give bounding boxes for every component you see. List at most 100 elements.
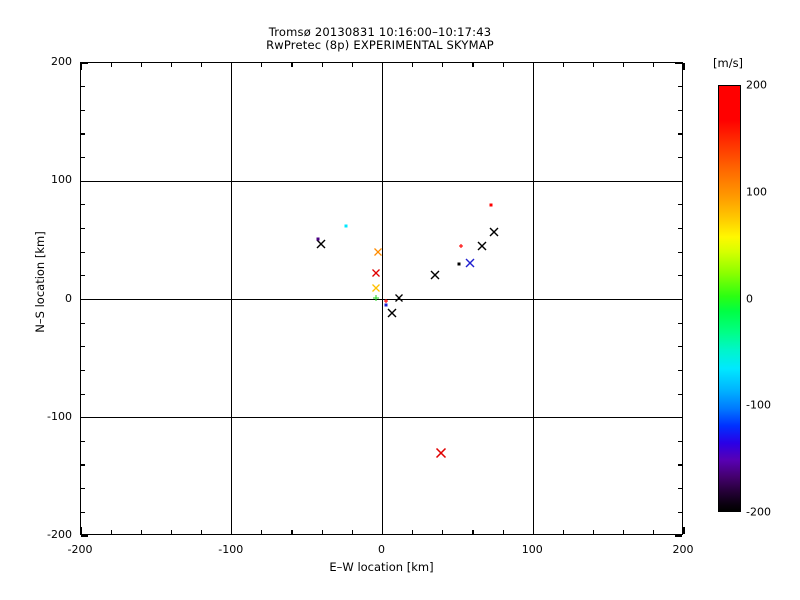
data-point bbox=[383, 298, 388, 303]
y-tick-160 bbox=[81, 109, 85, 111]
x-tick-top--80 bbox=[261, 63, 263, 67]
y-tick-label--100: -100 bbox=[47, 409, 72, 423]
x-tick--60 bbox=[291, 530, 293, 534]
y-tick-right--140 bbox=[678, 464, 682, 466]
data-point bbox=[395, 294, 404, 303]
data-point bbox=[373, 248, 382, 257]
y-tick-right-100 bbox=[675, 180, 682, 182]
x-tick-0 bbox=[381, 527, 384, 534]
y-tick-right--200 bbox=[675, 535, 682, 537]
x-tick-top--40 bbox=[321, 63, 323, 67]
y-tick-right--120 bbox=[678, 440, 682, 442]
x-tick--120 bbox=[201, 530, 203, 534]
data-point bbox=[372, 283, 381, 292]
y-tick-right-60 bbox=[678, 227, 682, 230]
x-tick-180 bbox=[653, 530, 655, 534]
x-tick-top-40 bbox=[442, 63, 444, 67]
x-tick-top-200 bbox=[683, 63, 685, 70]
colorbar-gradient bbox=[718, 85, 741, 512]
y-tick-right-160 bbox=[678, 109, 682, 111]
x-tick--80 bbox=[261, 530, 263, 534]
y-tick-label--200: -200 bbox=[47, 528, 72, 541]
y-tick--40 bbox=[81, 346, 85, 348]
x-tick-top-100 bbox=[532, 63, 534, 70]
x-tick-top--140 bbox=[170, 63, 173, 67]
x-tick-top-160 bbox=[623, 63, 625, 67]
y-axis-title: N–S location [km] bbox=[33, 231, 47, 333]
x-tick--180 bbox=[110, 530, 112, 534]
x-tick-160 bbox=[623, 530, 625, 534]
y-tick-right-0 bbox=[675, 298, 682, 301]
y-tick-right-180 bbox=[678, 86, 682, 88]
data-point bbox=[457, 262, 461, 266]
colorbar: 200 100 0 -100 -200 bbox=[718, 79, 771, 519]
y-tick-120 bbox=[81, 157, 85, 159]
y-tick-label-0: 0 bbox=[65, 291, 72, 305]
x-tick-120 bbox=[562, 530, 564, 534]
x-tick-top--60 bbox=[291, 63, 293, 67]
x-axis-title: E–W location [km] bbox=[329, 560, 434, 574]
y-tick-right--80 bbox=[678, 393, 682, 395]
x-tick-20 bbox=[412, 530, 414, 534]
colorbar-tick-200: 200 bbox=[746, 78, 767, 92]
title-line-2: RwPretec (8p) EXPERIMENTAL SKYMAP bbox=[266, 38, 494, 52]
y-tick-100 bbox=[81, 180, 88, 182]
colorbar-tick--200: -200 bbox=[746, 505, 771, 519]
y-tick-right-140 bbox=[678, 133, 682, 135]
y-tick--200 bbox=[81, 535, 88, 537]
y-tick-60 bbox=[81, 227, 85, 230]
y-tick-right-20 bbox=[678, 275, 682, 277]
data-point bbox=[316, 237, 320, 241]
y-tick-140 bbox=[81, 133, 85, 135]
colorbar-unit-label: [m/s] bbox=[713, 56, 744, 70]
x-tick-100 bbox=[532, 527, 534, 534]
y-tick--100 bbox=[81, 417, 88, 419]
x-tick-top-0 bbox=[381, 63, 384, 70]
x-tick-top-180 bbox=[653, 63, 655, 67]
gridline-y--100 bbox=[81, 417, 682, 419]
x-tick-40 bbox=[442, 530, 444, 534]
x-tick-200 bbox=[683, 527, 685, 534]
gridline-x-0 bbox=[381, 63, 384, 534]
plot-title: Tromsø 20130831 10:16:00–10:17:43 RwPret… bbox=[0, 26, 760, 52]
colorbar-tick-0: 0 bbox=[746, 292, 753, 305]
x-tick-top--20 bbox=[351, 63, 353, 67]
data-point bbox=[344, 224, 348, 228]
x-tick--40 bbox=[321, 530, 323, 534]
data-point bbox=[387, 307, 397, 318]
x-tick-80 bbox=[502, 530, 504, 534]
y-tick-right-200 bbox=[675, 62, 682, 64]
data-point bbox=[458, 244, 463, 249]
x-tick-top--180 bbox=[110, 63, 112, 67]
x-tick-top-80 bbox=[502, 63, 504, 67]
y-tick-80 bbox=[81, 204, 85, 206]
data-point bbox=[489, 227, 499, 237]
data-point bbox=[384, 303, 387, 307]
colorbar-tick--100: -100 bbox=[746, 398, 771, 412]
y-tick--60 bbox=[81, 369, 85, 372]
x-tick-top--100 bbox=[231, 63, 233, 70]
x-tick-label-100: 100 bbox=[521, 543, 543, 556]
x-tick-top-60 bbox=[472, 63, 474, 67]
data-point bbox=[489, 203, 493, 207]
x-tick--200 bbox=[80, 527, 82, 534]
x-tick-label--200: -200 bbox=[67, 543, 93, 556]
x-tick-top--200 bbox=[80, 63, 82, 70]
x-tick-top--160 bbox=[140, 63, 142, 67]
gridline-x--100 bbox=[231, 63, 233, 534]
x-tick-top-20 bbox=[412, 63, 414, 67]
data-point bbox=[373, 295, 380, 302]
data-point bbox=[316, 239, 326, 249]
y-tick-200 bbox=[81, 62, 88, 64]
y-tick-right--20 bbox=[678, 322, 682, 324]
y-tick-right--100 bbox=[675, 417, 682, 419]
y-tick-180 bbox=[81, 86, 85, 88]
colorbar-tick-100: 100 bbox=[746, 185, 767, 199]
y-tick--140 bbox=[81, 464, 85, 466]
y-tick-right--40 bbox=[678, 346, 682, 348]
x-tick--140 bbox=[170, 530, 173, 534]
plot-area bbox=[80, 62, 685, 537]
x-tick-label-0: 0 bbox=[378, 543, 385, 556]
y-tick--180 bbox=[81, 511, 85, 513]
